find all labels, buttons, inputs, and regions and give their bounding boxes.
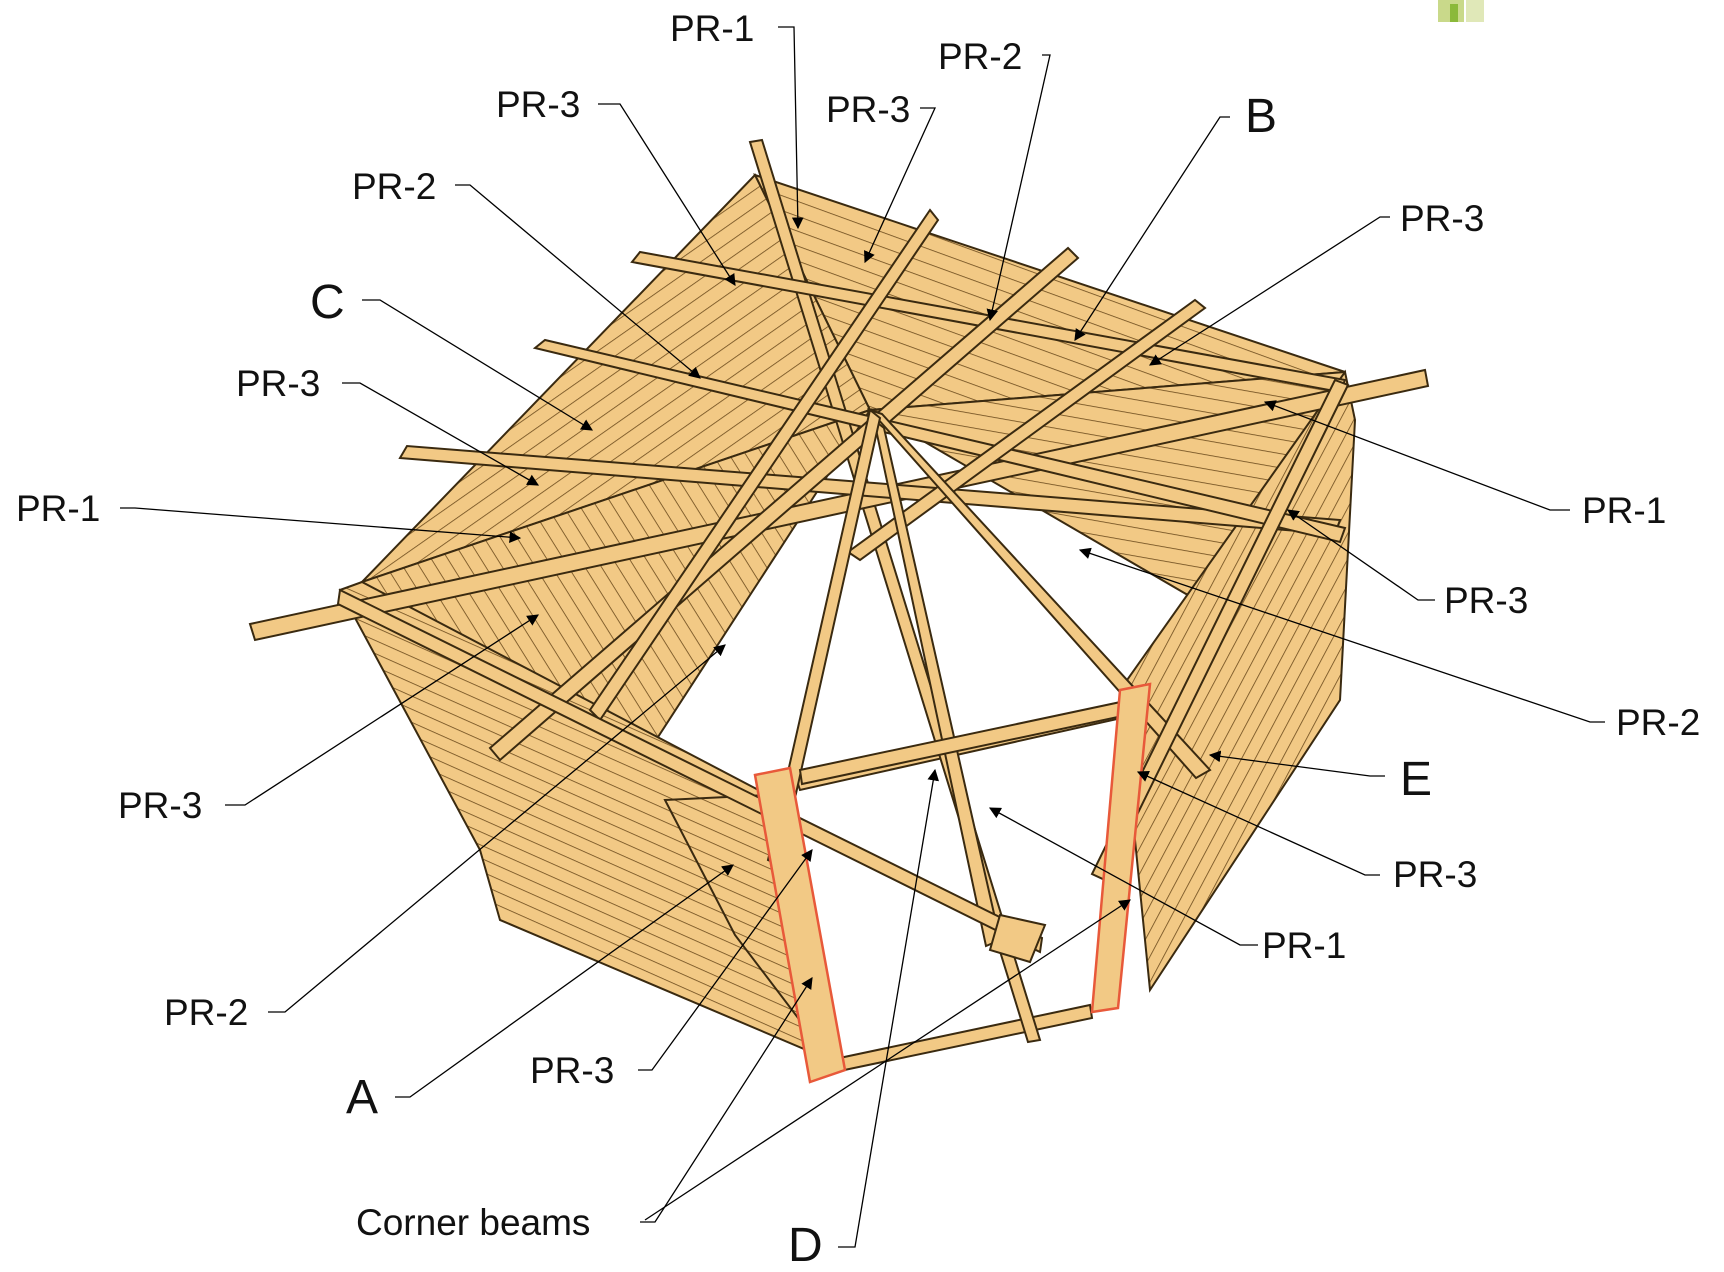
leader-lines: [120, 26, 1605, 1248]
label-pr3-bottom: PR-3: [530, 1050, 615, 1091]
leader-b: [1074, 116, 1230, 341]
label-pr2-left-top: PR-2: [352, 166, 437, 207]
wall-panel-d: [793, 698, 1137, 1074]
label-corner-beams: Corner beams: [356, 1202, 591, 1243]
leader-pr2-top: [986, 54, 1051, 322]
leader-pr1-left: [120, 507, 522, 544]
label-a: A: [346, 1071, 379, 1124]
leader-pr3-left-mid: [342, 382, 540, 486]
leader-c: [362, 299, 593, 431]
leader-pr3-left-low: [225, 614, 539, 806]
label-pr2-left-low: PR-2: [164, 992, 249, 1033]
leader-pr3-right-mid: [1287, 509, 1435, 601]
leader-pr3-top-left: [598, 103, 736, 286]
leader-d: [838, 768, 940, 1248]
leader-a: [395, 864, 734, 1098]
leader-pr3-right-top: [1149, 216, 1390, 366]
leader-pr1-right: [1263, 400, 1570, 511]
label-pr1-left: PR-1: [16, 488, 101, 529]
label-pr3-right-low: PR-3: [1393, 854, 1478, 895]
leader-pr2-left-top: [455, 184, 701, 379]
leader-corner-beams-2: [644, 899, 1131, 1221]
leader-pr3-right-low: [1136, 771, 1380, 876]
label-pr1-top: PR-1: [670, 8, 755, 49]
label-pr1-right: PR-1: [1582, 490, 1667, 531]
leader-pr1-top: [778, 26, 804, 230]
rafters: [248, 138, 1430, 1044]
label-c: C: [310, 276, 345, 329]
leader-pr3-top-mid: [864, 107, 937, 264]
house-logo-icon: [1438, 0, 1484, 22]
label-pr3-left-low: PR-3: [118, 785, 203, 826]
label-pr3-right-top: PR-3: [1400, 198, 1485, 239]
label-pr3-top-left: PR-3: [496, 84, 581, 125]
label-pr3-left-mid: PR-3: [236, 363, 321, 404]
label-pr2-top: PR-2: [938, 36, 1023, 77]
leader-pr2-left-low: [268, 644, 726, 1013]
label-e: E: [1400, 753, 1433, 806]
brand-logo: [1430, 0, 1724, 30]
leader-pr2-right: [1078, 547, 1605, 723]
leader-pr1-right-low: [988, 807, 1258, 946]
label-b: B: [1245, 90, 1278, 143]
label-d: D: [788, 1219, 823, 1272]
leader-pr3-bottom: [638, 849, 813, 1071]
leader-corner-beams-1: [640, 977, 813, 1223]
label-pr1-right-low: PR-1: [1262, 925, 1347, 966]
leader-e: [1208, 750, 1385, 777]
label-pr3-top-mid: PR-3: [826, 89, 911, 130]
label-pr3-right-mid: PR-3: [1444, 580, 1529, 621]
corner-beam-right: [1090, 682, 1152, 1014]
label-pr2-right: PR-2: [1616, 702, 1701, 743]
corner-beam-left: [753, 766, 847, 1084]
